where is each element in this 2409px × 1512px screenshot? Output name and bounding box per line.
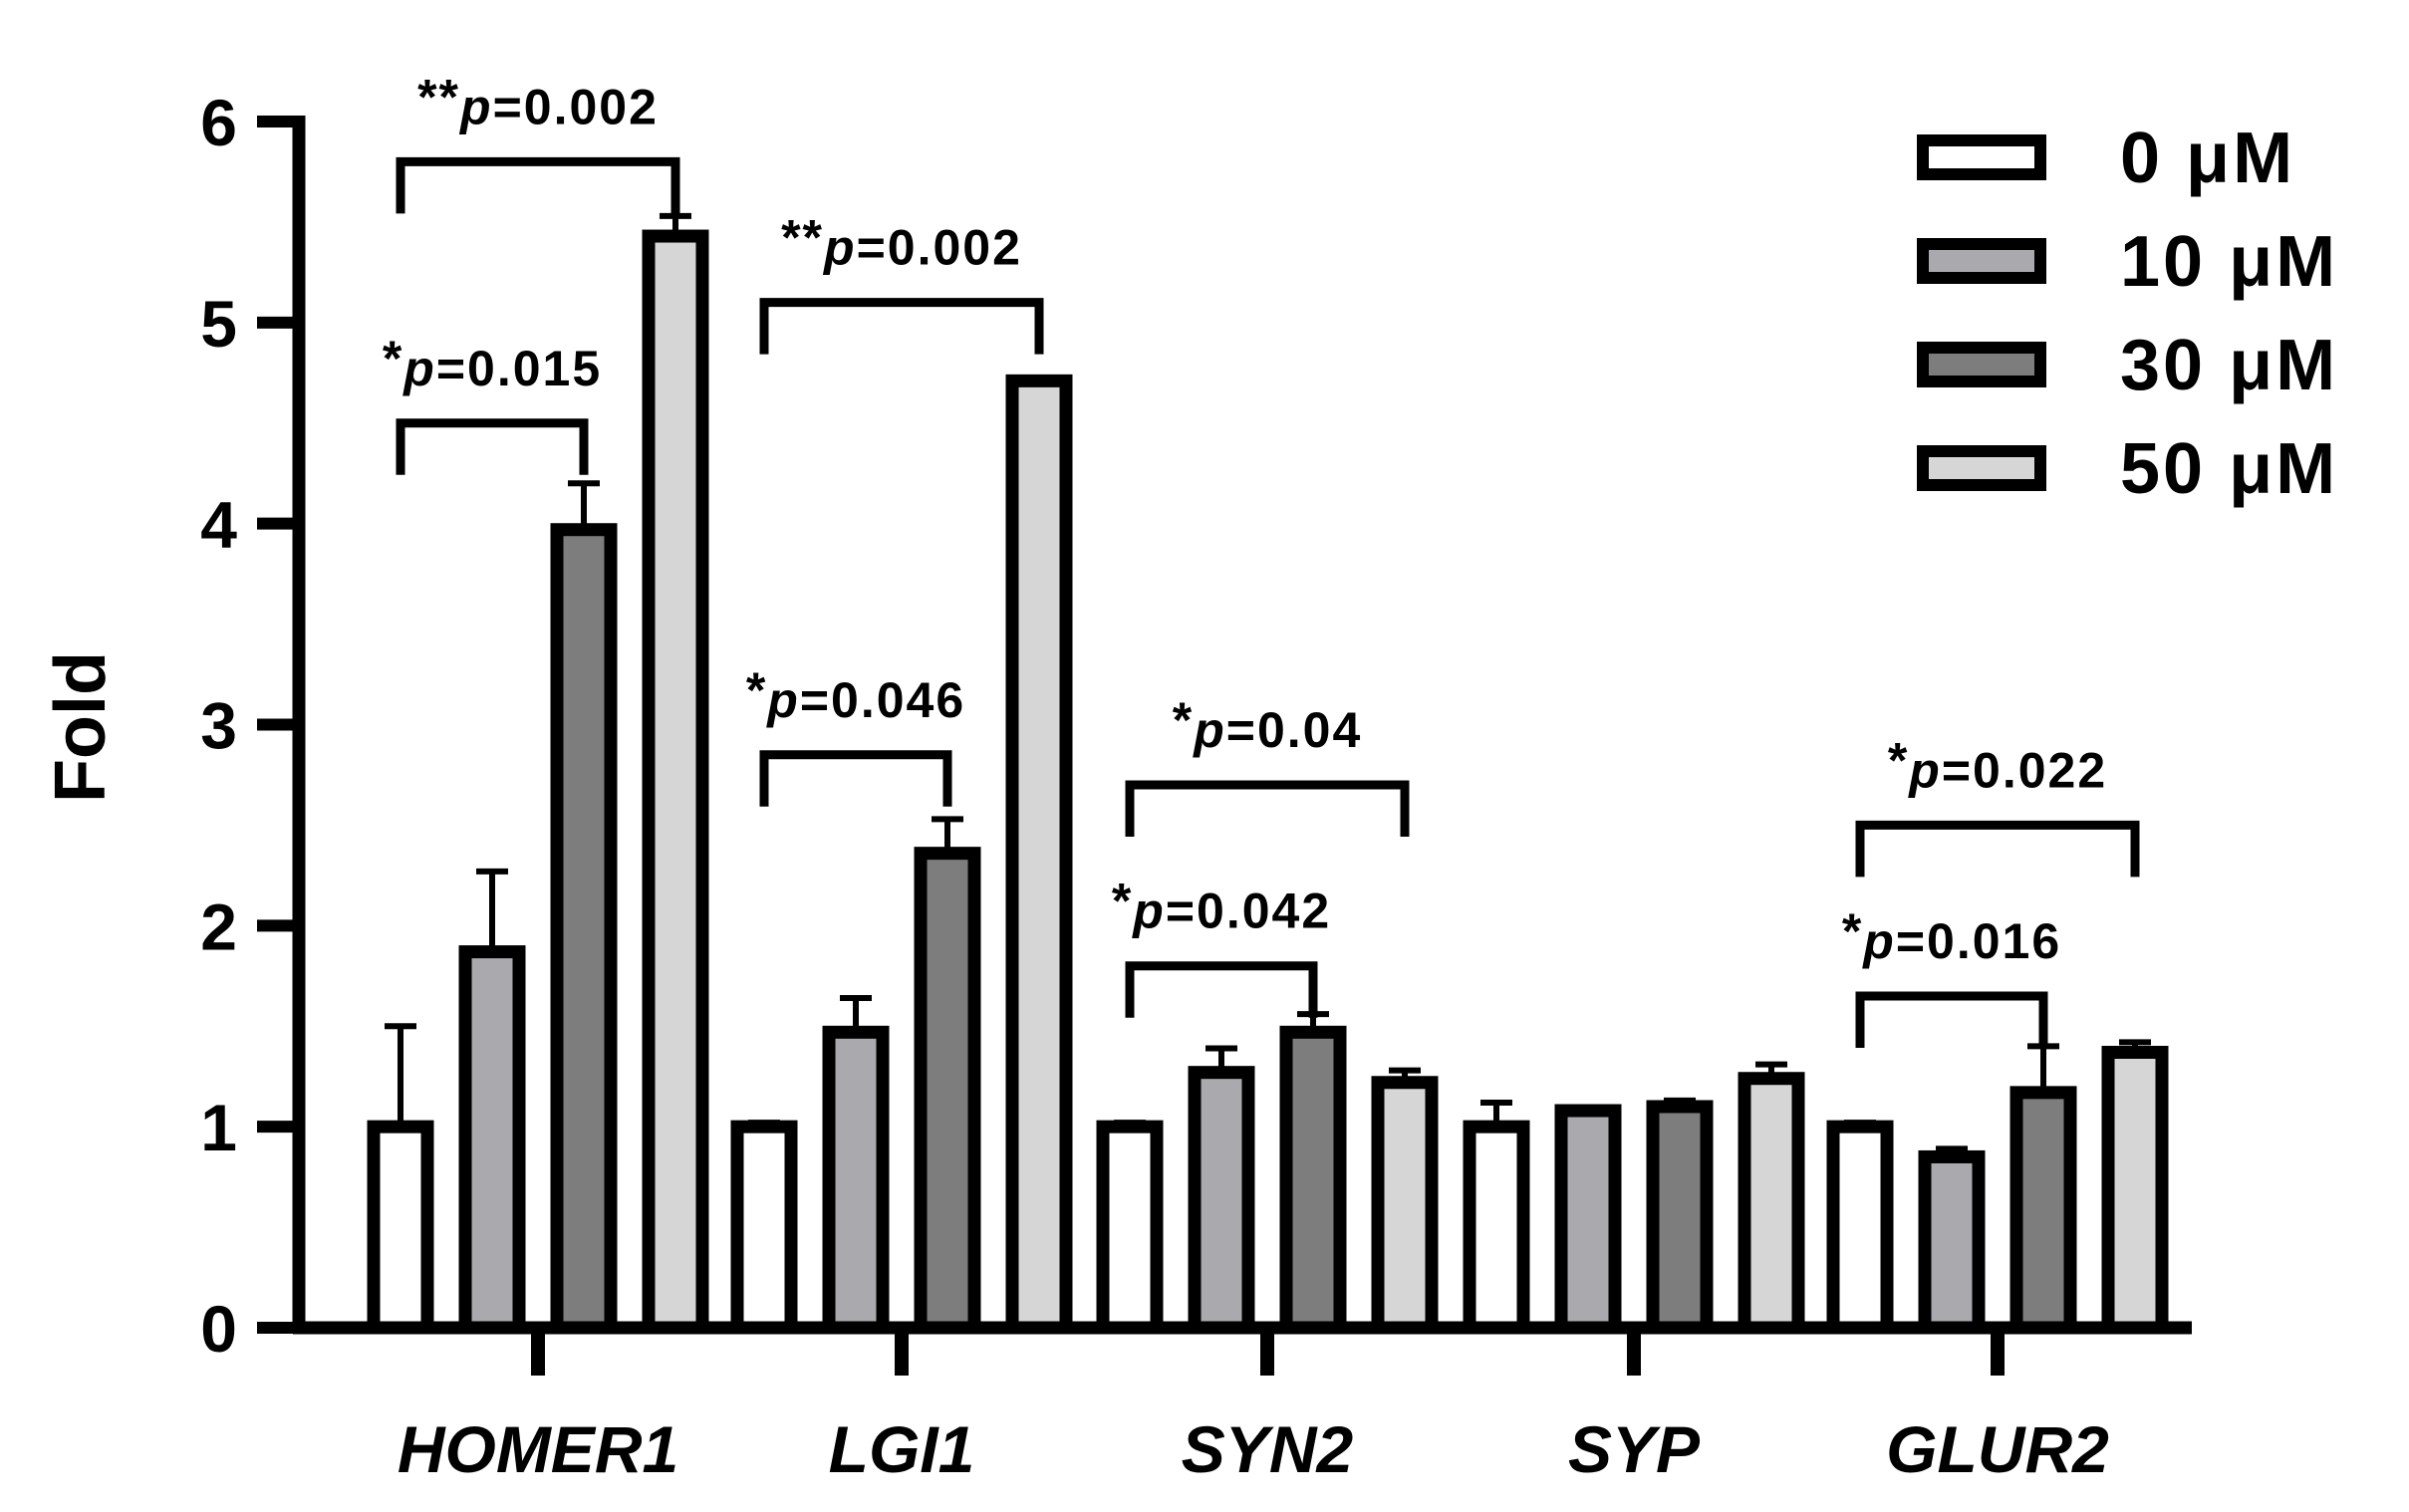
significance-bracket-1 [396, 418, 589, 475]
significance-bracket-3 [759, 750, 952, 807]
p-value: =0.042 [1166, 883, 1331, 939]
p-symbol: p [1192, 702, 1226, 758]
significance-label-1: *p=0.015 [383, 331, 602, 396]
p-value: =0.046 [800, 672, 965, 728]
bars-layer [367, 212, 2169, 1335]
bar-syn2-s3 [1371, 1076, 1439, 1335]
p-symbol: p [402, 341, 436, 396]
bar-syp-s3 [1738, 1072, 1805, 1335]
significance-label-0: **p=0.002 [417, 69, 659, 134]
bar-lgi1-s1 [822, 1025, 890, 1335]
p-symbol: p [1131, 883, 1166, 939]
category-label-syn2: SYN2 [1182, 1412, 1354, 1486]
p-value: =0.002 [493, 79, 659, 134]
legend-swatch-1 [1917, 238, 2046, 284]
significance-bracket-2 [759, 298, 1044, 355]
p-symbol: p [1907, 742, 1942, 798]
significance-bracket-4 [1125, 780, 1410, 838]
p-symbol: p [822, 220, 857, 276]
y-tick-label-0: 0 [200, 1292, 237, 1366]
p-symbol: p [458, 79, 493, 134]
significance-stars: * [746, 662, 767, 718]
significance-stars: ** [781, 210, 824, 266]
bar-homer1-s3 [642, 229, 709, 1335]
category-label-glur2: GLUR2 [1886, 1412, 2109, 1486]
significance-stars: * [1112, 874, 1133, 929]
bar-syn2-s2 [1279, 1025, 1347, 1335]
p-value: =0.022 [1942, 742, 2107, 798]
significance-stars: ** [417, 69, 460, 125]
bar-syn2-s0 [1096, 1120, 1164, 1335]
bar-lgi1-s3 [1005, 374, 1073, 1335]
y-axis-title: Fold [41, 651, 121, 803]
bar-homer1-s1 [458, 945, 526, 1335]
significance-label-2: **p=0.002 [781, 210, 1022, 276]
significance-stars: * [1173, 692, 1194, 748]
p-symbol: p [1861, 913, 1896, 969]
category-label-syp: SYP [1568, 1412, 1701, 1486]
legend-swatch-2 [1917, 342, 2046, 387]
category-label-homer1: HOMER1 [398, 1412, 678, 1486]
bar-glur2-s3 [2101, 1045, 2169, 1335]
legend-label-1: 10 μM [2120, 222, 2338, 302]
legend-label-2: 30 μM [2120, 326, 2338, 405]
bar-syp-s0 [1463, 1120, 1530, 1335]
p-value: =0.002 [857, 220, 1022, 276]
bar-glur2-s2 [2009, 1086, 2077, 1335]
significance-bracket-6 [1855, 820, 2140, 878]
significance-label-3: *p=0.046 [746, 662, 965, 728]
p-value: =0.016 [1896, 913, 2061, 969]
y-tick-label-3: 3 [200, 689, 237, 763]
significance-label-4: *p=0.04 [1173, 692, 1363, 758]
legend-swatch-0 [1917, 134, 2046, 180]
legend-label-0: 0 μM [2120, 119, 2295, 198]
bar-syp-s2 [1646, 1100, 1714, 1335]
bar-lgi1-s0 [730, 1120, 798, 1335]
bar-homer1-s2 [550, 523, 618, 1335]
legend: 0 μM 10 μM 30 μM 50 μM [1917, 119, 2338, 509]
significance-stars: * [1888, 732, 1909, 788]
category-label-lgi1: LGI1 [829, 1412, 975, 1486]
y-tick-label-6: 6 [200, 86, 237, 159]
y-tick-label-1: 1 [200, 1091, 237, 1164]
bar-homer1-s0 [367, 1120, 434, 1335]
y-tick-label-4: 4 [200, 488, 237, 562]
significance-label-6: *p=0.022 [1888, 732, 2107, 798]
y-tick-label-5: 5 [200, 287, 237, 361]
significance-label-5: *p=0.042 [1112, 874, 1331, 939]
bar-lgi1-s2 [914, 847, 981, 1335]
legend-label-3: 50 μM [2120, 429, 2338, 509]
significance-bracket-7 [1855, 991, 2048, 1048]
annotations-layer: **p=0.002*p=0.015**p=0.002*p=0.046 *p=0.0… [383, 69, 2140, 1048]
p-symbol: p [765, 672, 800, 728]
bar-glur2-s0 [1826, 1120, 1894, 1335]
y-tick-label-2: 2 [200, 889, 237, 963]
significance-label-7: *p=0.016 [1842, 903, 2061, 969]
bar-glur2-s1 [1918, 1149, 1986, 1335]
significance-stars: * [1842, 903, 1863, 959]
significance-stars: * [383, 331, 403, 386]
p-value: =0.04 [1226, 702, 1363, 758]
bar-syn2-s1 [1188, 1066, 1255, 1335]
p-value: =0.015 [436, 341, 602, 396]
significance-bracket-0 [396, 156, 680, 214]
legend-swatch-3 [1917, 445, 2046, 491]
axes-layer: 0 1 2 3 4 5 6 HOMER1 LGI1 SYN2 SYP GLUR2 [200, 86, 2192, 1486]
significance-bracket-5 [1125, 961, 1318, 1018]
bar-syp-s1 [1554, 1104, 1622, 1335]
